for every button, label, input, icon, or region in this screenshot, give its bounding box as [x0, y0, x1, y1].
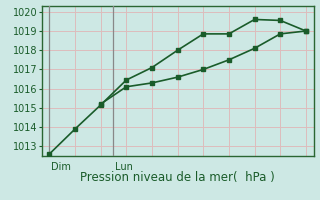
- X-axis label: Pression niveau de la mer(  hPa ): Pression niveau de la mer( hPa ): [80, 171, 275, 184]
- Text: Dim: Dim: [51, 162, 70, 172]
- Text: Lun: Lun: [115, 162, 132, 172]
